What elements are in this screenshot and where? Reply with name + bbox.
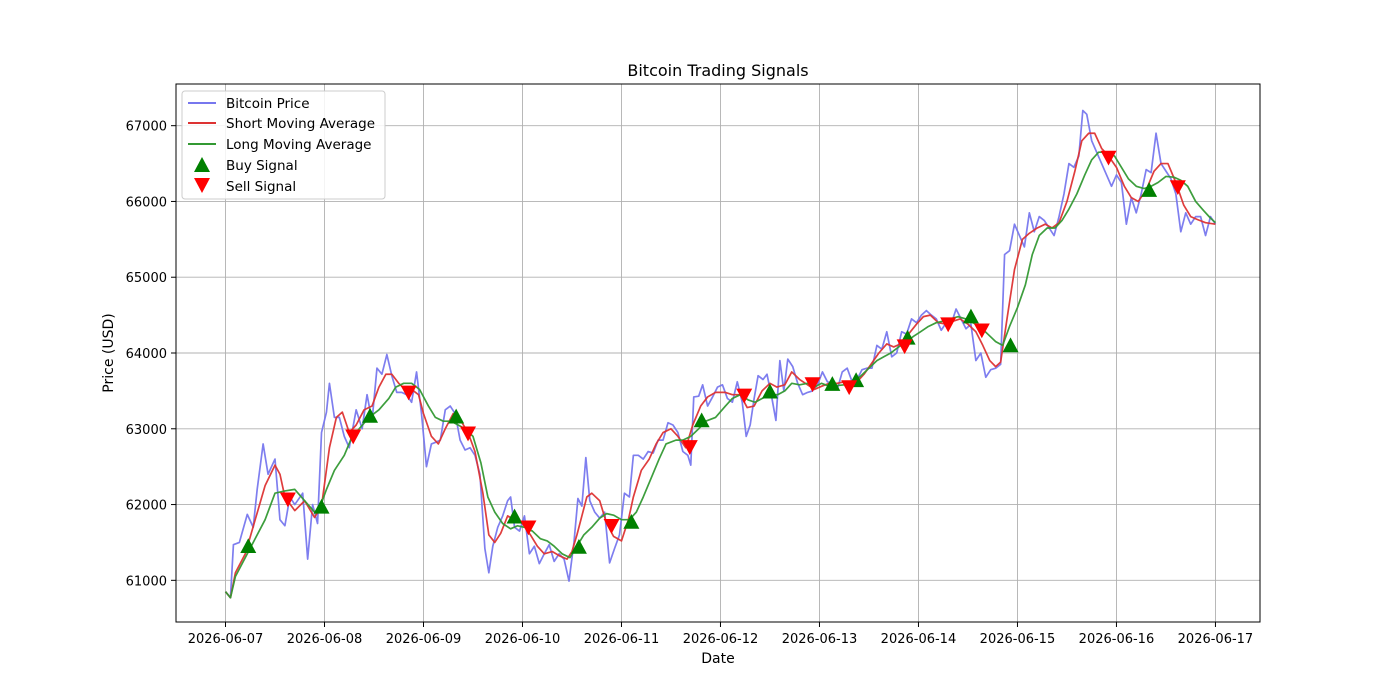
buy-signal-marker <box>313 498 330 514</box>
sell-signal-marker <box>345 429 362 445</box>
buy-signal-marker <box>693 412 710 428</box>
sell-signal-marker <box>520 520 537 536</box>
sell-signal-marker <box>279 492 296 508</box>
sell-signal-marker <box>460 426 477 442</box>
x-tick-label: 2026-06-13 <box>782 632 858 647</box>
buy-signal-marker <box>623 513 640 529</box>
series-line-short-moving-average <box>224 132 1216 599</box>
x-tick-label: 2026-06-11 <box>584 632 660 647</box>
x-tick-label: 2026-06-08 <box>287 632 363 647</box>
sell-signal-marker <box>1169 180 1186 196</box>
sell-signal-marker <box>841 380 858 396</box>
sell-signal-marker <box>681 440 698 455</box>
y-tick-label: 67000 <box>126 120 167 135</box>
x-tick-label: 2026-06-12 <box>683 632 759 647</box>
legend-label-sell-signal: Sell Signal <box>226 179 296 195</box>
x-tick-label: 2026-06-16 <box>1079 632 1155 647</box>
series-line-long-moving-average <box>224 151 1217 599</box>
sell-signal-marker <box>1100 150 1117 166</box>
buy-signal-marker <box>362 407 379 423</box>
legend-swatch-buy-signal <box>194 157 210 172</box>
chart-title: Bitcoin Trading Signals <box>627 61 808 80</box>
buy-signal-marker <box>1141 182 1158 197</box>
x-tick-label: 2026-06-10 <box>485 632 561 647</box>
legend-box <box>181 90 386 200</box>
sell-signal-marker <box>603 518 620 534</box>
buy-signal-marker <box>448 408 465 424</box>
legend-label-long-moving-average: Long Moving Average <box>226 137 371 153</box>
x-tick-label: 2026-06-14 <box>881 632 957 647</box>
buy-signal-marker <box>962 308 979 324</box>
legend: Bitcoin Price Short Moving Average Long … <box>181 90 386 200</box>
signal-markers <box>240 150 1186 554</box>
buy-signal-marker <box>824 376 841 391</box>
x-tick-label: 2026-06-17 <box>1178 632 1254 647</box>
y-tick-label: 65000 <box>126 271 167 286</box>
legend-label-buy-signal: Buy Signal <box>226 158 298 174</box>
sell-signal-marker <box>896 339 913 355</box>
y-tick-label: 62000 <box>126 499 167 514</box>
sell-signal-marker <box>736 388 753 404</box>
buy-signal-marker <box>240 538 257 554</box>
grid <box>176 84 1260 622</box>
legend-label-short-moving-average: Short Moving Average <box>226 116 375 132</box>
x-tick-label: 2026-06-07 <box>188 632 264 647</box>
y-axis-label: Price (USD) <box>101 313 117 392</box>
y-tick-label: 63000 <box>126 423 167 438</box>
buy-signal-marker <box>570 538 587 554</box>
sell-signal-marker <box>400 385 417 401</box>
buy-signal-marker <box>761 383 778 399</box>
x-tick-label: 2026-06-15 <box>980 632 1056 647</box>
x-axis-label: Date <box>701 651 734 667</box>
buy-signal-marker <box>506 508 523 524</box>
y-tick-label: 64000 <box>126 347 167 362</box>
series-layer <box>224 109 1217 599</box>
sell-signal-marker <box>804 377 821 393</box>
axis-ticks: 2026-06-07 2026-06-08 2026-06-09 2026-06-10… <box>126 120 1254 647</box>
sell-signal-marker <box>973 323 990 339</box>
x-tick-label: 2026-06-09 <box>386 632 462 647</box>
y-tick-label: 61000 <box>126 574 167 589</box>
y-tick-label: 66000 <box>126 195 167 210</box>
legend-label-bitcoin-price: Bitcoin Price <box>226 96 310 112</box>
legend-swatch-sell-signal <box>194 178 210 193</box>
buy-signal-marker <box>1002 337 1019 353</box>
sell-signal-marker <box>940 317 957 333</box>
